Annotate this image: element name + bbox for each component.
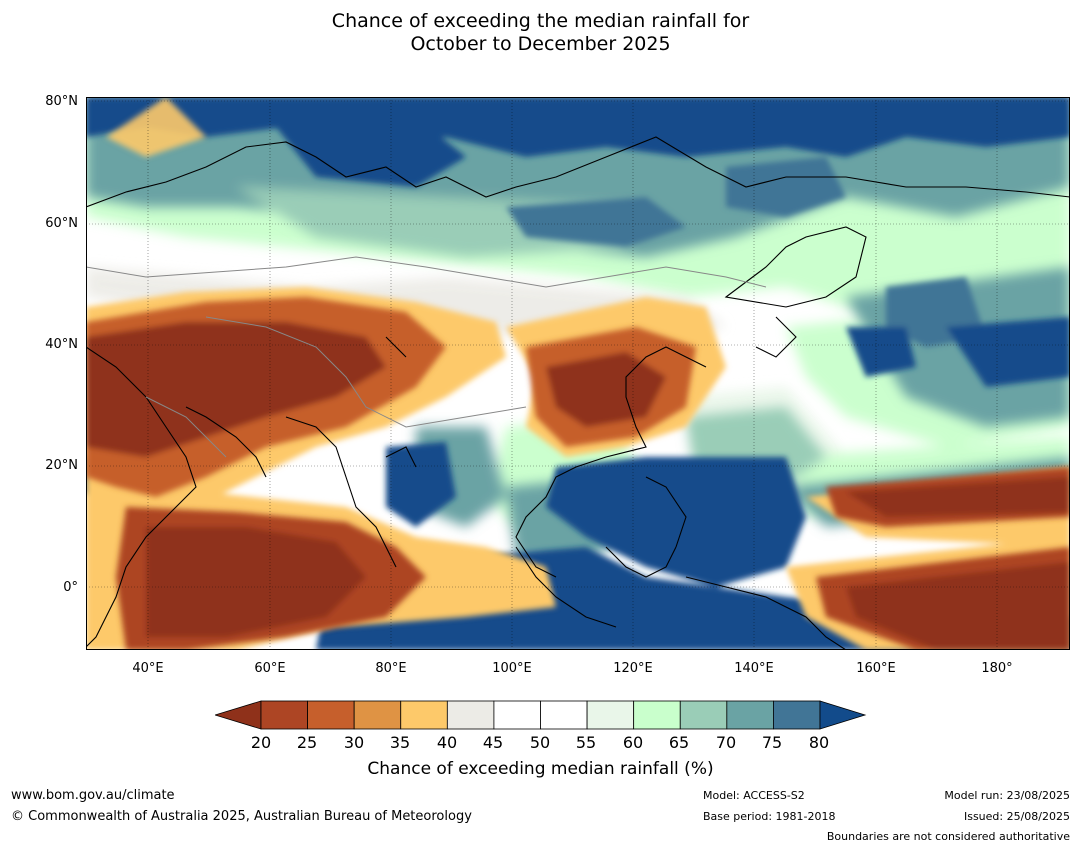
- rainfall-probability-map: [86, 97, 1070, 650]
- colorbar: [215, 700, 867, 730]
- lon-label-140e: 140°E: [734, 661, 774, 676]
- colorbar-label: Chance of exceeding median rainfall (%): [367, 759, 714, 779]
- colorbar-tick-55: 55: [575, 733, 597, 752]
- footer-url[interactable]: www.bom.gov.au/climate: [11, 788, 175, 803]
- lon-label-100e: 100°E: [492, 661, 532, 676]
- colorbar-cell-40_45: [446, 700, 495, 730]
- colorbar-tick-80: 80: [808, 733, 830, 752]
- lon-label-120e: 120°E: [613, 661, 653, 676]
- borders: [86, 256, 767, 458]
- lon-label-80e: 80°E: [375, 661, 407, 676]
- footer-model-run: Model run: 23/08/2025: [944, 789, 1070, 802]
- map-border: [86, 97, 1070, 650]
- footer-issued: Issued: 25/08/2025: [963, 810, 1070, 823]
- colorbar-tick-35: 35: [389, 733, 411, 752]
- colorbar-cell-45_50: [493, 700, 541, 730]
- title-line-2: October to December 2025: [410, 33, 671, 55]
- colorbar-extend-high: [819, 700, 867, 730]
- colorbar-cell-60_65: [633, 700, 681, 730]
- lat-label-80n: 80°N: [45, 94, 78, 109]
- lon-label-40e: 40°E: [132, 661, 164, 676]
- colorbar-tick-40: 40: [436, 733, 458, 752]
- colorbar-cell-50_55: [540, 700, 588, 730]
- colorbar-tick-70: 70: [715, 733, 737, 752]
- colorbar-tick-25: 25: [296, 733, 318, 752]
- lon-label-60e: 60°E: [254, 661, 286, 676]
- lat-label-40n: 40°N: [45, 337, 78, 352]
- colorbar-cell-30_35: [353, 700, 402, 730]
- title-line-1: Chance of exceeding the median rainfall …: [331, 10, 750, 32]
- footer-model: Model: ACCESS-S2: [703, 789, 805, 802]
- footer-copyright: © Commonwealth of Australia 2025, Austra…: [11, 809, 472, 824]
- map-title: Chance of exceeding the median rainfall …: [0, 10, 1081, 56]
- colorbar-tick-45: 45: [482, 733, 504, 752]
- colorbar-tick-60: 60: [622, 733, 644, 752]
- colorbar-cell-75_80: [773, 700, 821, 730]
- colorbar-cell-55_60: [586, 700, 635, 730]
- colorbar-cell-65_70: [679, 700, 728, 730]
- colorbar-cell-70_75: [726, 700, 774, 730]
- colorbar-tick-30: 30: [343, 733, 365, 752]
- colorbar-extend-low: [215, 700, 262, 730]
- colorbar-tick-65: 65: [668, 733, 690, 752]
- lat-label-0: 0°: [63, 580, 78, 595]
- lat-label-20n: 20°N: [45, 458, 78, 473]
- lat-label-60n: 60°N: [45, 216, 78, 231]
- field-dark-red: [86, 297, 1070, 650]
- colorbar-cell-25_30: [307, 700, 355, 730]
- lon-label-180: 180°: [981, 661, 1013, 676]
- colorbar-tick-50: 50: [529, 733, 551, 752]
- footer-base-period: Base period: 1981-2018: [703, 810, 836, 823]
- colorbar-cell-35_40: [400, 700, 448, 730]
- footer-disclaimer: Boundaries are not considered authoritat…: [826, 830, 1070, 843]
- colorbar-tick-75: 75: [761, 733, 783, 752]
- colorbar-cell-20_25: [260, 700, 308, 730]
- lon-label-160e: 160°E: [856, 661, 896, 676]
- colorbar-tick-20: 20: [250, 733, 272, 752]
